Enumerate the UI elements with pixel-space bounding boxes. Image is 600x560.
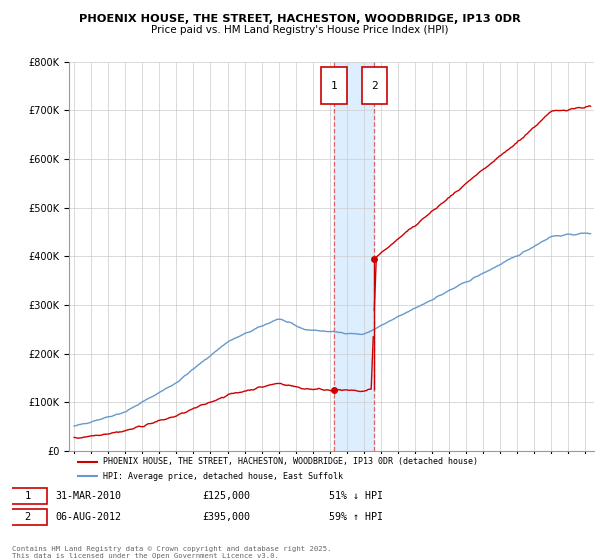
Text: 31-MAR-2010: 31-MAR-2010 (55, 491, 121, 501)
Text: £125,000: £125,000 (202, 491, 250, 501)
Text: PHOENIX HOUSE, THE STREET, HACHESTON, WOODBRIDGE, IP13 0DR: PHOENIX HOUSE, THE STREET, HACHESTON, WO… (79, 14, 521, 24)
Text: £395,000: £395,000 (202, 512, 250, 522)
Bar (334, 62, 374, 451)
Text: 1: 1 (25, 491, 31, 501)
FancyBboxPatch shape (9, 488, 47, 504)
Text: 2: 2 (371, 81, 377, 91)
Text: 1: 1 (331, 81, 337, 91)
FancyBboxPatch shape (64, 453, 599, 485)
Text: 06-AUG-2012: 06-AUG-2012 (55, 512, 121, 522)
Text: 59% ↑ HPI: 59% ↑ HPI (329, 512, 383, 522)
Text: 51% ↓ HPI: 51% ↓ HPI (329, 491, 383, 501)
Text: PHOENIX HOUSE, THE STREET, HACHESTON, WOODBRIDGE, IP13 0DR (detached house): PHOENIX HOUSE, THE STREET, HACHESTON, WO… (103, 458, 478, 466)
FancyBboxPatch shape (362, 67, 387, 104)
Text: Price paid vs. HM Land Registry's House Price Index (HPI): Price paid vs. HM Land Registry's House … (151, 25, 449, 35)
FancyBboxPatch shape (9, 509, 47, 525)
FancyBboxPatch shape (322, 67, 347, 104)
Text: Contains HM Land Registry data © Crown copyright and database right 2025.
This d: Contains HM Land Registry data © Crown c… (12, 546, 331, 559)
Text: HPI: Average price, detached house, East Suffolk: HPI: Average price, detached house, East… (103, 472, 343, 480)
Text: 2: 2 (25, 512, 31, 522)
